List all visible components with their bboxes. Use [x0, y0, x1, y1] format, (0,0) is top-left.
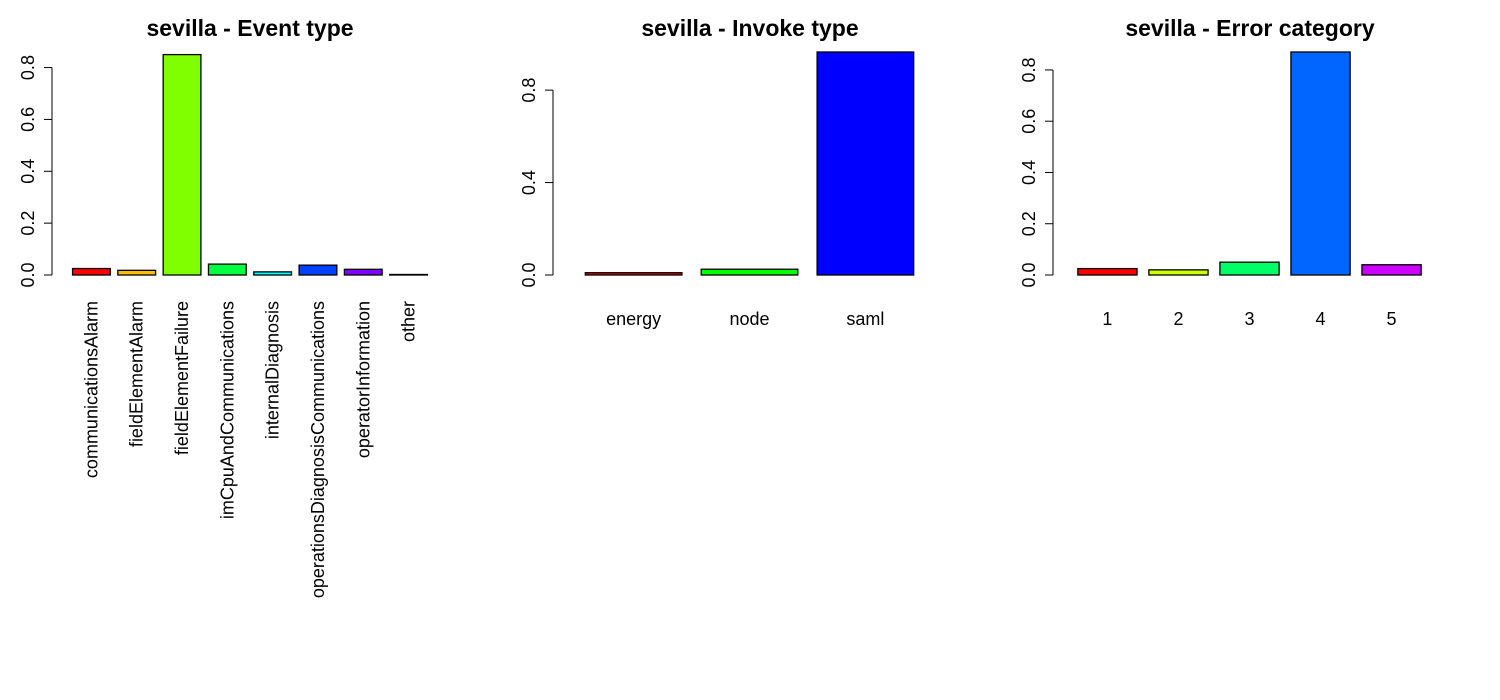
- event-bar-operatorInformation: [343, 268, 383, 276]
- event-category-label: fieldElementAlarm: [127, 301, 147, 447]
- event-category-label: communicationsAlarm: [81, 301, 101, 478]
- invoke-bar-energy: [584, 272, 683, 276]
- event-y-tick-label: 0.2: [18, 211, 38, 236]
- invoke-type-chart: sevilla - Invoke type 0.0 0.4 0.8 energy node…: [519, 15, 915, 329]
- error-category-label: 4: [1316, 309, 1326, 329]
- error-bar-2: [1148, 269, 1209, 276]
- event-category-label: operatorInformation: [353, 301, 373, 458]
- event-bar-fieldElementFailure: [162, 53, 202, 276]
- invoke-category-label: energy: [606, 309, 661, 329]
- event-bar-imCpuAndCommunications: [207, 263, 247, 276]
- event-category-label: other: [399, 301, 419, 342]
- event-category-label: fieldElementFailure: [172, 301, 192, 455]
- error-y-tick-label: 0.6: [1019, 109, 1039, 134]
- error-category-label: 3: [1244, 309, 1254, 329]
- event-category-label: imCpuAndCommunications: [217, 301, 237, 519]
- error-category-label: 5: [1387, 309, 1397, 329]
- event-chart-title: sevilla - Event type: [146, 15, 353, 41]
- invoke-bar-node: [700, 268, 799, 276]
- event-bar-operationsDiagnosisCommunications: [298, 264, 338, 276]
- invoke-category-label: node: [729, 309, 769, 329]
- event-category-label: operationsDiagnosisCommunications: [308, 301, 328, 598]
- event-y-tick-label: 0.8: [18, 55, 38, 80]
- invoke-y-tick-label: 0.0: [519, 262, 539, 287]
- invoke-y-tick-label: 0.4: [519, 170, 539, 195]
- event-type-chart: sevilla - Event type 0.0 0.2 0.4 0.6 0.8 commu…: [18, 15, 429, 598]
- invoke-chart-title: sevilla - Invoke type: [641, 15, 858, 41]
- invoke-y-tick-label: 0.8: [519, 78, 539, 103]
- error-chart-title: sevilla - Error category: [1125, 15, 1374, 41]
- event-y-tick-label: 0.0: [18, 262, 38, 287]
- error-bar-5: [1361, 264, 1422, 276]
- event-category-label: internalDiagnosis: [263, 301, 283, 439]
- error-y-tick-label: 0.2: [1019, 211, 1039, 236]
- error-category-label: 1: [1102, 309, 1112, 329]
- error-y-tick-label: 0.8: [1019, 57, 1039, 82]
- event-bar-other: [389, 273, 429, 276]
- error-y-tick-label: 0.4: [1019, 160, 1039, 185]
- event-bar-communicationsAlarm: [71, 267, 111, 276]
- invoke-category-label: saml: [846, 309, 884, 329]
- event-y-tick-label: 0.4: [18, 159, 38, 184]
- error-bar-4: [1290, 51, 1351, 276]
- error-category-label: 2: [1173, 309, 1183, 329]
- event-bar-fieldElementAlarm: [117, 269, 157, 276]
- error-bar-3: [1219, 261, 1280, 276]
- event-y-tick-label: 0.6: [18, 107, 38, 132]
- error-bar-1: [1077, 267, 1138, 276]
- event-bar-internalDiagnosis: [253, 271, 293, 276]
- error-category-chart: sevilla - Error category 0.0 0.2 0.4 0.6 0.8 1…: [1019, 15, 1422, 329]
- error-y-tick-label: 0.0: [1019, 262, 1039, 287]
- invoke-bar-saml: [816, 51, 915, 276]
